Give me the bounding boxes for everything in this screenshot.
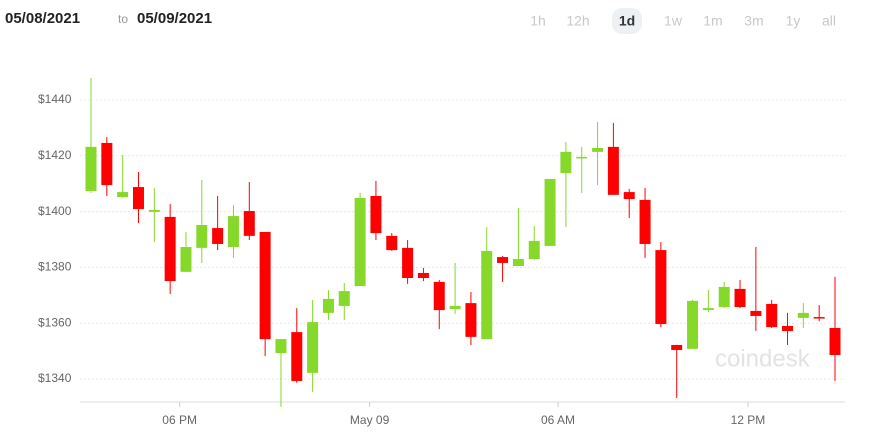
candle-body	[782, 325, 794, 332]
y-tick-label: $1440	[38, 92, 72, 106]
candle-body	[528, 240, 540, 260]
range-button[interactable]: 1y	[786, 13, 801, 29]
candle-body	[85, 146, 97, 191]
y-tick-label: $1360	[38, 315, 72, 329]
candle-body	[212, 228, 224, 244]
y-tick-label: $1380	[38, 260, 72, 274]
candle-body	[750, 310, 762, 316]
range-button[interactable]: 3m	[744, 13, 763, 29]
candle-body	[813, 317, 825, 319]
y-tick-label: $1340	[38, 371, 72, 385]
candle-body	[449, 305, 461, 309]
range-button[interactable]: 1d	[619, 13, 635, 29]
range-button[interactable]: 1w	[664, 13, 683, 29]
range-button[interactable]: 1h	[530, 13, 546, 29]
candle-body	[433, 281, 445, 311]
date-separator: to	[118, 12, 128, 26]
candle-body	[227, 216, 239, 248]
range-button[interactable]: 1m	[703, 13, 722, 29]
candle-body	[101, 142, 113, 186]
candle-body	[465, 303, 477, 337]
candle-body	[687, 300, 699, 349]
candle-body	[560, 151, 572, 174]
candle-body	[512, 259, 524, 267]
candle-body	[386, 235, 398, 251]
candle-body	[180, 247, 192, 272]
candle-body	[671, 344, 683, 350]
candle-body	[132, 187, 144, 210]
plot: $1340 $1360 $1380 $1400 $1420 $1440 06 PM May 0…	[38, 77, 845, 427]
candle-body	[338, 291, 350, 306]
candle-body	[718, 286, 730, 308]
candle-body	[148, 209, 160, 212]
y-tick-label: $1400	[38, 204, 72, 218]
range-buttons: 1h 12h 1d 1w 1m 3m 1y all	[530, 8, 836, 34]
x-tick-label: 06 PM	[162, 413, 197, 427]
from-date: 05/08/2021	[5, 10, 80, 27]
candle-body	[117, 192, 129, 198]
candle-body	[417, 272, 429, 279]
range-button[interactable]: all	[822, 13, 836, 29]
y-tick-label: $1420	[38, 148, 72, 162]
candle-body	[576, 156, 588, 159]
candle-body	[734, 288, 746, 308]
candle-body	[196, 224, 208, 248]
x-tick-label: 06 AM	[541, 413, 575, 427]
candle-body	[307, 322, 319, 373]
candle-body	[544, 178, 556, 246]
candle-body	[797, 312, 809, 318]
candle-body	[354, 197, 366, 287]
to-date: 05/09/2021	[137, 10, 212, 27]
x-tick-label: 12 PM	[731, 413, 766, 427]
range-button[interactable]: 12h	[566, 13, 589, 29]
candle-body	[623, 192, 635, 200]
candle-body	[481, 250, 493, 340]
candle-body	[702, 308, 714, 311]
candle-body	[259, 231, 271, 340]
watermark: coindesk	[715, 345, 811, 372]
candle-body	[592, 147, 604, 152]
candle-body	[639, 199, 651, 244]
candle-body	[370, 195, 382, 234]
candle-body	[291, 332, 303, 381]
candle-body	[243, 211, 255, 236]
candle-body	[402, 247, 414, 279]
candle-body	[497, 257, 509, 263]
candle-body	[275, 339, 287, 354]
candle-body	[322, 298, 334, 313]
candle-body	[829, 327, 841, 356]
candle-body	[766, 303, 778, 328]
candle-body	[164, 216, 176, 282]
candle-body	[607, 146, 619, 195]
candle-body	[655, 250, 667, 325]
x-tick-label: May 09	[350, 413, 390, 427]
range-button-active-bg	[612, 8, 642, 34]
